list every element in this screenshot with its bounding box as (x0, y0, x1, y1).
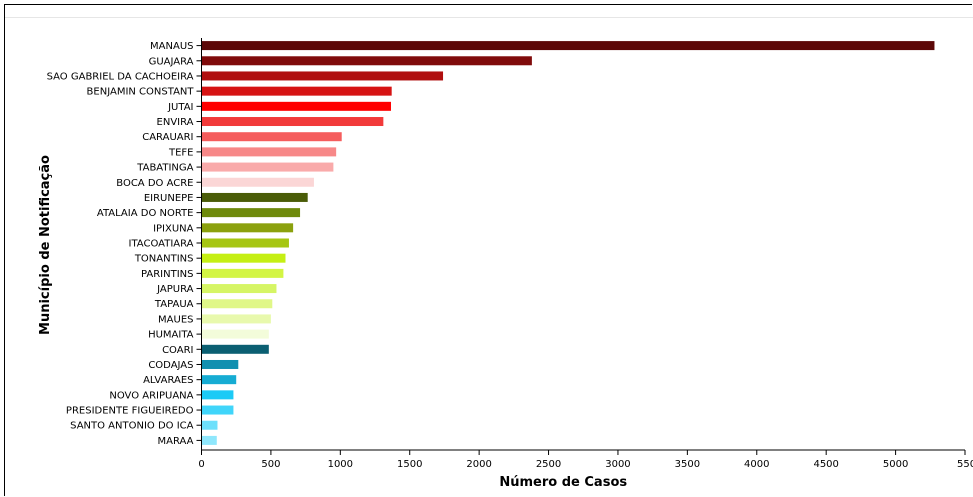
category-label: CARAUARI (142, 132, 193, 143)
bar-humaita (202, 329, 269, 339)
category-label: CODAJAS (148, 360, 193, 371)
bar-boca-do-acre (202, 177, 314, 187)
bar-santo-antonio-do-ica (202, 420, 218, 430)
bar-envira (202, 117, 384, 127)
category-label: SANTO ANTONIO DO ICA (70, 421, 193, 432)
bar-alvaraes (202, 375, 237, 385)
category-label: BOCA DO ACRE (116, 178, 193, 189)
category-label: TONANTINS (134, 254, 194, 265)
x-axis-title: Número de Casos (499, 475, 627, 490)
category-label: SAO GABRIEL DA CACHOEIRA (47, 71, 194, 82)
x-tick-label: 5000 (883, 459, 908, 470)
toolbar-divider (5, 17, 973, 18)
category-label: MANAUS (150, 41, 193, 52)
category-label: GUAJARA (149, 56, 194, 67)
x-tick-label: 500 (261, 459, 280, 470)
category-label: HUMAITA (148, 330, 194, 341)
category-label: TEFE (168, 147, 194, 158)
category-label: TABATINGA (136, 163, 193, 174)
bar-parintins (202, 268, 284, 278)
category-label: PARINTINS (141, 269, 194, 280)
category-label: BENJAMIN CONSTANT (87, 87, 195, 98)
chart-frame (4, 4, 972, 496)
category-label: IPIXUNA (153, 223, 194, 234)
category-label: JAPURA (156, 284, 194, 295)
bar-maues (202, 314, 271, 324)
category-label: MAUES (158, 314, 193, 325)
category-label: ENVIRA (157, 117, 194, 128)
category-labels: MANAUS GUAJARA SAO GABRIEL DA CACHOEIRA BEN… (47, 41, 202, 447)
x-tick-label: 0 (198, 459, 204, 470)
bar-tefe (202, 147, 337, 157)
x-tick-label: 3500 (675, 459, 700, 470)
bar-itacoatiara (202, 238, 289, 248)
category-label: JUTAI (167, 102, 193, 113)
bar-guajara (202, 56, 532, 66)
x-tick-label: 2000 (466, 459, 491, 470)
bar-carauari (202, 132, 342, 142)
category-label: TAPAUA (154, 299, 194, 310)
category-label: PRESIDENTE FIGUEIREDO (66, 406, 194, 417)
x-tick-label: 2500 (536, 459, 561, 470)
category-label: NOVO ARIPUANA (109, 390, 193, 401)
category-label: ALVARAES (143, 375, 193, 386)
category-label: ITACOATIARA (129, 239, 194, 250)
category-label: ATALAIA DO NORTE (97, 208, 194, 219)
bar-novo-aripuana (202, 390, 234, 400)
bar-tapaua (202, 299, 273, 309)
x-tick-label: 5500 (957, 459, 973, 470)
bar-coari (202, 344, 269, 354)
category-label: EIRUNEPE (144, 193, 194, 204)
x-tick-label: 4000 (744, 459, 769, 470)
bar-codajas (202, 359, 239, 369)
category-label: MARAA (158, 436, 194, 447)
bar-eirunepe (202, 192, 308, 202)
bar-manaus (202, 41, 935, 51)
bar-tonantins (202, 253, 286, 263)
bar-atalaia-do-norte (202, 208, 301, 218)
category-label: COARI (162, 345, 193, 356)
bar-japura (202, 284, 277, 294)
bar-jutai (202, 101, 391, 111)
x-tick-label: 3000 (605, 459, 630, 470)
y-axis-title: Município de Notificação (38, 155, 53, 335)
x-axis: 0 500 1000 1500 2000 2500 3000 3500 4000 4500 5000… (198, 449, 973, 470)
bar-tabatinga (202, 162, 334, 172)
bar-benjamin-constant (202, 86, 392, 96)
bar-maraa (202, 435, 217, 445)
x-tick-label: 1000 (328, 459, 353, 470)
x-tick-label: 1500 (397, 459, 422, 470)
bars-group (202, 41, 935, 445)
bar-ipixuna (202, 223, 294, 233)
bar-presidente-figueiredo (202, 405, 234, 415)
x-tick-label: 4500 (813, 459, 838, 470)
bar-sao-gabriel-da-cachoeira (202, 71, 444, 81)
